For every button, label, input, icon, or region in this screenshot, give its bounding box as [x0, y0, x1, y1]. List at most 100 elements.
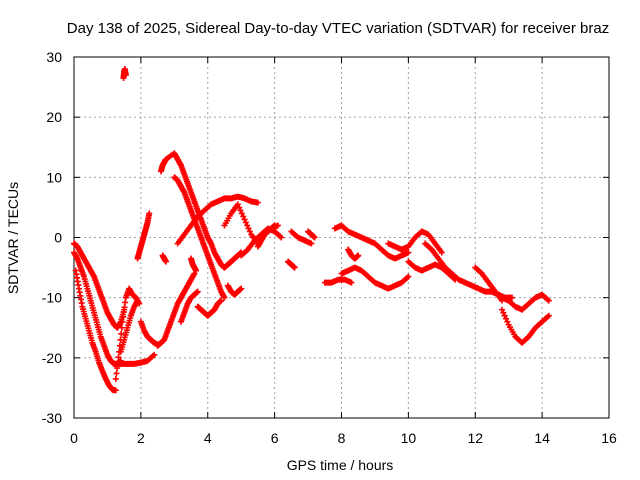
data-point-29-3	[503, 315, 510, 322]
x-tick-label-3: 6	[271, 430, 279, 446]
series-wave-8-to-10	[331, 222, 412, 262]
data-point-17-10	[162, 258, 169, 265]
data-point-22-55	[405, 249, 412, 256]
data-point-1-8	[118, 330, 125, 337]
series-mid-wave	[221, 201, 281, 247]
data-point-14-35	[218, 297, 225, 304]
series-baseline-near-minus-7	[321, 276, 355, 286]
x-tick-label-4: 8	[338, 430, 346, 446]
series-trough-8-to-10	[338, 264, 412, 292]
y-tick-label-1: -20	[42, 350, 62, 366]
y-tick-label-2: -10	[42, 290, 62, 306]
y-tick-label-6: 30	[46, 49, 62, 65]
data-point-13-25	[194, 288, 201, 295]
data-point-20-15	[308, 240, 315, 247]
data-point-29-0	[499, 306, 505, 313]
data-point-18-11	[236, 204, 243, 211]
data-point-23-50	[405, 273, 412, 280]
data-point-24-20	[348, 279, 355, 286]
x-tick-label-2: 4	[204, 430, 212, 446]
series-flat-near-minus-9	[488, 288, 516, 301]
series-peak-near-14	[157, 150, 245, 271]
data-point-1-0	[112, 375, 119, 382]
data-points-layer	[71, 66, 552, 394]
data-point-29-4	[504, 318, 511, 325]
series-arc-1-lower-dip	[72, 267, 119, 394]
data-point-1-1	[113, 370, 120, 377]
y-axis-label: SDTVAR / TECUs	[5, 182, 21, 294]
data-point-15-15	[193, 267, 200, 274]
data-point-3-25	[134, 297, 141, 304]
series-short-cluster-c	[159, 252, 169, 265]
data-point-33-25	[271, 222, 278, 229]
data-point-0-60	[112, 387, 119, 394]
series-steep-descent	[171, 174, 228, 301]
data-point-9-15	[122, 72, 129, 79]
series-climb-to-plus-4	[134, 210, 153, 262]
x-tick-label-1: 2	[137, 430, 145, 446]
y-tick-label-4: 10	[46, 169, 62, 185]
chart-title: Day 138 of 2025, Sidereal Day-to-day VTE…	[67, 20, 609, 37]
data-point-8-35	[146, 210, 153, 217]
data-point-19-30	[278, 234, 285, 241]
series-arc-3-floor	[111, 351, 158, 367]
data-point-16-20	[238, 285, 245, 292]
y-tick-label-0: -30	[42, 410, 62, 426]
data-point-32-15	[509, 294, 516, 301]
series-cluster-near-6p5	[288, 228, 315, 247]
y-tick-label-5: 20	[46, 109, 62, 125]
data-point-28-35	[452, 276, 459, 283]
series-decline-to-12	[422, 240, 502, 298]
series-isolated-near-6p5	[285, 258, 298, 271]
series-mid-rise-segment	[178, 288, 201, 325]
series-arc-2-rise	[117, 297, 141, 355]
series-outlier-top	[120, 66, 129, 82]
data-point-5-30	[151, 351, 158, 358]
data-point-12-60	[254, 199, 261, 206]
x-tick-label-0: 0	[70, 430, 78, 446]
data-point-21-10	[291, 264, 298, 271]
x-axis-label: GPS time / hours	[287, 457, 394, 473]
data-point-18-16	[242, 219, 249, 226]
x-tick-label-5: 10	[401, 430, 417, 446]
data-point-29-2	[501, 312, 508, 319]
x-tick-label-6: 12	[467, 430, 483, 446]
data-point-29-35	[545, 312, 552, 319]
series-arc-3-upper-dip	[71, 240, 128, 331]
data-point-7-25	[154, 341, 161, 348]
data-point-4-75	[121, 306, 128, 313]
data-point-18-17	[244, 222, 251, 229]
data-point-18-19	[246, 228, 253, 235]
x-tick-label-8: 16	[601, 430, 617, 446]
series-wave-9-to-11	[385, 228, 445, 256]
y-tick-label-3: 0	[54, 230, 62, 246]
data-point-18-13	[238, 210, 245, 217]
series-extra-near-7p2	[305, 228, 318, 241]
series-final-trough-a	[499, 306, 552, 346]
data-point-25-15	[355, 252, 362, 259]
data-point-18-15	[241, 216, 248, 223]
data-point-30-35	[545, 297, 552, 304]
x-tick-label-7: 14	[534, 430, 550, 446]
data-point-11-75	[221, 294, 228, 301]
data-point-29-1	[500, 309, 507, 316]
series-short-cluster-a	[188, 255, 200, 274]
data-point-18-12	[237, 207, 244, 214]
series-short-cluster-b	[224, 282, 245, 298]
tick-layer: 0 2 4 6 8 10 12 14 16 -30 -20 -10 0 10 20 30	[42, 49, 617, 446]
data-point-34-10	[311, 234, 318, 241]
series-arc-4-bottom	[137, 318, 161, 348]
data-point-26-40	[438, 249, 445, 256]
grid-layer	[74, 57, 609, 418]
series-low-segment	[194, 297, 225, 319]
data-point-18-10	[234, 201, 241, 208]
series-descent-10-to-12	[405, 258, 459, 283]
series-dip-near-8p5	[345, 246, 362, 262]
series-segment-ramp-to-peak	[174, 193, 261, 247]
data-point-18-14	[240, 213, 247, 220]
series-final-trough-b	[499, 291, 552, 313]
series-arc-4-upsweep	[154, 270, 198, 349]
series-extra-near-5p7	[254, 222, 278, 250]
